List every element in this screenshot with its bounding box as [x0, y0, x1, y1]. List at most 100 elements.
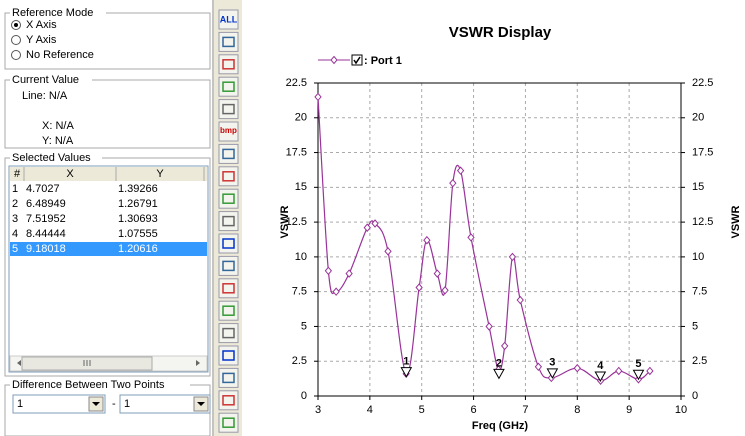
marker-label: 2 — [496, 357, 502, 369]
toolbar-button[interactable] — [218, 323, 239, 344]
toolbar-button[interactable] — [218, 390, 239, 411]
marker-triangle — [632, 369, 645, 381]
toolbar-button[interactable] — [218, 300, 239, 321]
icon — [222, 350, 235, 361]
icon — [222, 59, 235, 70]
toolbar-button[interactable] — [218, 188, 239, 209]
combo-from[interactable] — [12, 394, 106, 414]
toolbar-button[interactable] — [218, 255, 239, 276]
toolbar-button[interactable] — [218, 121, 239, 142]
data-point — [415, 283, 423, 292]
toolbar-button[interactable] — [218, 99, 239, 120]
radio[interactable] — [11, 50, 21, 60]
chart-title: VSWR Display — [449, 24, 552, 41]
toolbar-button[interactable] — [218, 9, 239, 30]
icon — [222, 417, 235, 428]
cell: 4 — [12, 228, 18, 240]
group-title: Selected Values — [12, 152, 91, 164]
icon — [222, 305, 235, 316]
icon — [222, 36, 235, 48]
arrow — [92, 402, 100, 406]
y2-tick-label: 0 — [692, 390, 698, 402]
plot-frame — [317, 82, 682, 397]
separator: - — [112, 398, 116, 410]
toolbar-label: ALL — [220, 14, 238, 24]
toolbar-button[interactable] — [218, 278, 239, 299]
toolbar-button[interactable] — [218, 76, 239, 97]
icon — [222, 260, 235, 272]
icon — [222, 171, 235, 182]
toolbar-button[interactable] — [218, 412, 239, 433]
data-point — [314, 92, 322, 102]
data-point — [332, 287, 340, 296]
y-tick-label: 22.5 — [286, 77, 307, 89]
y2-tick-label: 7.5 — [692, 286, 707, 298]
y2-tick-label: 17.5 — [692, 146, 713, 158]
toolbar-button[interactable] — [218, 367, 239, 388]
cell: 1.26791 — [118, 198, 158, 210]
y2-tick-label: 12.5 — [692, 216, 713, 228]
combo-to[interactable] — [119, 394, 211, 414]
toolbar-button[interactable] — [218, 31, 239, 52]
column-header: X — [66, 168, 74, 180]
x-tick-label: 7 — [522, 404, 528, 416]
y-tick-label: 17.5 — [286, 146, 307, 158]
radio-dot — [14, 23, 18, 27]
cell: 5 — [12, 243, 18, 255]
column-header: # — [14, 168, 21, 180]
legend-checkbox[interactable] — [351, 54, 363, 66]
data-point — [485, 322, 493, 331]
icon — [222, 238, 235, 249]
data-point — [534, 362, 543, 372]
marker-label: 5 — [635, 358, 641, 370]
radio-label: No Reference — [26, 49, 94, 61]
column-header: Y — [156, 168, 164, 180]
list-header — [10, 167, 207, 181]
current-line: Line: N/A — [22, 90, 68, 102]
radio[interactable] — [11, 35, 21, 45]
row-highlight[interactable] — [10, 242, 207, 256]
toolbar-button[interactable] — [218, 166, 239, 187]
data-point — [449, 178, 457, 188]
x-tick-label: 4 — [367, 404, 373, 416]
data-point — [324, 266, 333, 276]
cell: 1.39266 — [118, 183, 158, 195]
x-tick-label: 10 — [675, 404, 687, 416]
y2-axis-label: VSWR — [730, 205, 742, 238]
toolbar-button[interactable] — [218, 233, 239, 254]
icon — [222, 283, 235, 294]
cell: 7.51952 — [26, 213, 66, 225]
icon — [222, 148, 235, 160]
y2-tick-label: 15 — [692, 181, 704, 193]
current-x: X: N/A — [42, 120, 74, 132]
toolbar-label: bmp — [220, 126, 237, 135]
data-point — [441, 286, 449, 295]
toolbar-button[interactable] — [218, 345, 239, 366]
x-tick-label: 8 — [574, 404, 580, 416]
cell: 3 — [12, 213, 18, 225]
toolbar-button[interactable] — [218, 211, 239, 232]
x-tick-label: 5 — [419, 404, 425, 416]
toolbar-button[interactable] — [218, 54, 239, 75]
icon — [222, 327, 235, 339]
legend-bg — [10, 75, 92, 86]
current-y: Y: N/A — [42, 135, 74, 147]
marker-triangle — [546, 368, 559, 379]
data-point — [646, 366, 654, 376]
toolbar-button[interactable] — [218, 143, 239, 164]
y-tick-label: 0 — [301, 390, 307, 402]
group-title: Current Value — [12, 74, 79, 86]
list-view[interactable] — [8, 165, 209, 373]
icon — [222, 103, 235, 115]
icon — [222, 81, 235, 92]
marker-label: 4 — [597, 360, 604, 372]
y2-tick-label: 22.5 — [692, 77, 713, 89]
data-point — [508, 252, 517, 262]
data-point — [456, 166, 465, 175]
data-point — [423, 235, 431, 245]
legend-bg — [10, 380, 190, 391]
radio-label: X Axis — [26, 19, 57, 31]
data-point — [384, 247, 392, 256]
data-point — [345, 269, 353, 278]
